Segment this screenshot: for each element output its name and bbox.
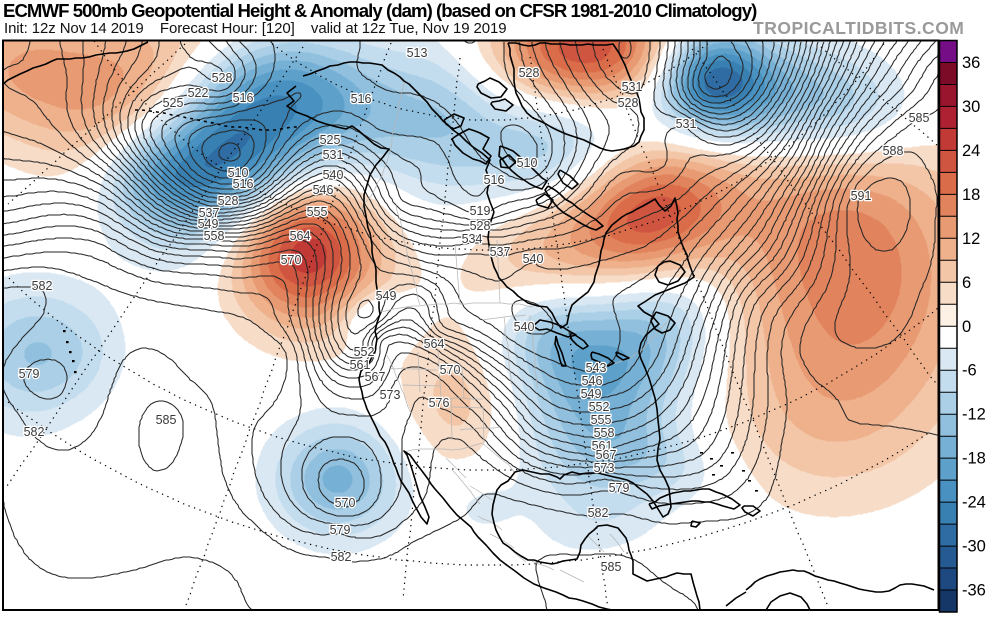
svg-text:-30: -30: [962, 538, 986, 556]
svg-text:591: 591: [851, 189, 872, 203]
svg-text:516: 516: [233, 91, 254, 105]
svg-text:528: 528: [212, 71, 233, 85]
svg-text:531: 531: [676, 117, 697, 131]
svg-text:579: 579: [330, 523, 351, 537]
svg-text:582: 582: [24, 425, 45, 439]
svg-text:531: 531: [323, 148, 344, 162]
svg-text:549: 549: [198, 217, 219, 231]
svg-text:528: 528: [218, 194, 239, 208]
svg-text:579: 579: [609, 481, 630, 495]
svg-text:525: 525: [320, 133, 341, 147]
svg-text:516: 516: [351, 92, 372, 106]
svg-text:567: 567: [365, 370, 386, 384]
svg-text:-18: -18: [962, 450, 986, 468]
svg-text:537: 537: [199, 206, 220, 220]
svg-text:-12: -12: [962, 406, 986, 424]
svg-text:585: 585: [909, 111, 930, 125]
svg-text:570: 570: [440, 363, 461, 377]
svg-text:24: 24: [962, 142, 980, 160]
svg-text:6: 6: [962, 274, 971, 292]
svg-text:564: 564: [424, 337, 445, 351]
svg-text:-24: -24: [962, 494, 986, 512]
svg-text:582: 582: [331, 550, 352, 564]
svg-text:540: 540: [323, 168, 344, 182]
svg-text:585: 585: [601, 560, 622, 574]
svg-text:528: 528: [519, 66, 540, 80]
svg-text:18: 18: [962, 186, 980, 204]
svg-text:513: 513: [407, 46, 428, 60]
svg-text:-6: -6: [962, 362, 977, 380]
svg-text:552: 552: [354, 345, 375, 359]
svg-text:549: 549: [581, 387, 602, 401]
svg-text:516: 516: [233, 177, 254, 191]
svg-text:516: 516: [484, 173, 505, 187]
svg-text:582: 582: [32, 279, 53, 293]
svg-text:588: 588: [883, 144, 904, 158]
svg-text:567: 567: [596, 448, 617, 462]
svg-text:ECMWF 500mb Geopotential Heigh: ECMWF 500mb Geopotential Height & Anomal…: [3, 0, 757, 21]
svg-text:519: 519: [470, 204, 491, 218]
svg-text:Init: 12z Nov 14 2019 Forec: Init: 12z Nov 14 2019 Forecast Hour: [12…: [4, 20, 507, 37]
svg-text:543: 543: [586, 361, 607, 375]
svg-text:12: 12: [962, 230, 980, 248]
svg-text:570: 570: [281, 253, 302, 267]
svg-text:552: 552: [589, 400, 610, 414]
svg-text:558: 558: [594, 426, 615, 440]
svg-text:540: 540: [523, 252, 544, 266]
svg-text:TROPICALTIDBITS.COM: TROPICALTIDBITS.COM: [753, 18, 964, 38]
svg-text:36: 36: [962, 54, 980, 72]
svg-text:546: 546: [582, 374, 603, 388]
svg-text:570: 570: [335, 496, 356, 510]
svg-text:582: 582: [588, 506, 609, 520]
svg-text:564: 564: [290, 229, 311, 243]
svg-text:561: 561: [592, 439, 613, 453]
svg-text:510: 510: [228, 166, 249, 180]
svg-text:558: 558: [204, 229, 225, 243]
svg-text:531: 531: [622, 80, 643, 94]
svg-text:540: 540: [514, 320, 535, 334]
svg-text:528: 528: [618, 96, 639, 110]
svg-text:30: 30: [962, 98, 980, 116]
svg-text:573: 573: [594, 461, 615, 475]
svg-text:528: 528: [470, 219, 491, 233]
svg-text:522: 522: [188, 86, 209, 100]
svg-text:579: 579: [19, 367, 40, 381]
svg-text:555: 555: [307, 205, 328, 219]
svg-text:525: 525: [163, 96, 184, 110]
svg-text:546: 546: [313, 183, 334, 197]
svg-text:534: 534: [462, 232, 483, 246]
svg-text:510: 510: [517, 156, 538, 170]
svg-text:549: 549: [376, 289, 397, 303]
svg-text:576: 576: [429, 396, 450, 410]
svg-text:561: 561: [350, 358, 371, 372]
svg-text:0: 0: [962, 318, 971, 336]
svg-text:555: 555: [591, 413, 612, 427]
svg-text:585: 585: [156, 413, 177, 427]
svg-text:573: 573: [380, 388, 401, 402]
svg-text:537: 537: [490, 245, 511, 259]
svg-text:-36: -36: [962, 582, 986, 600]
